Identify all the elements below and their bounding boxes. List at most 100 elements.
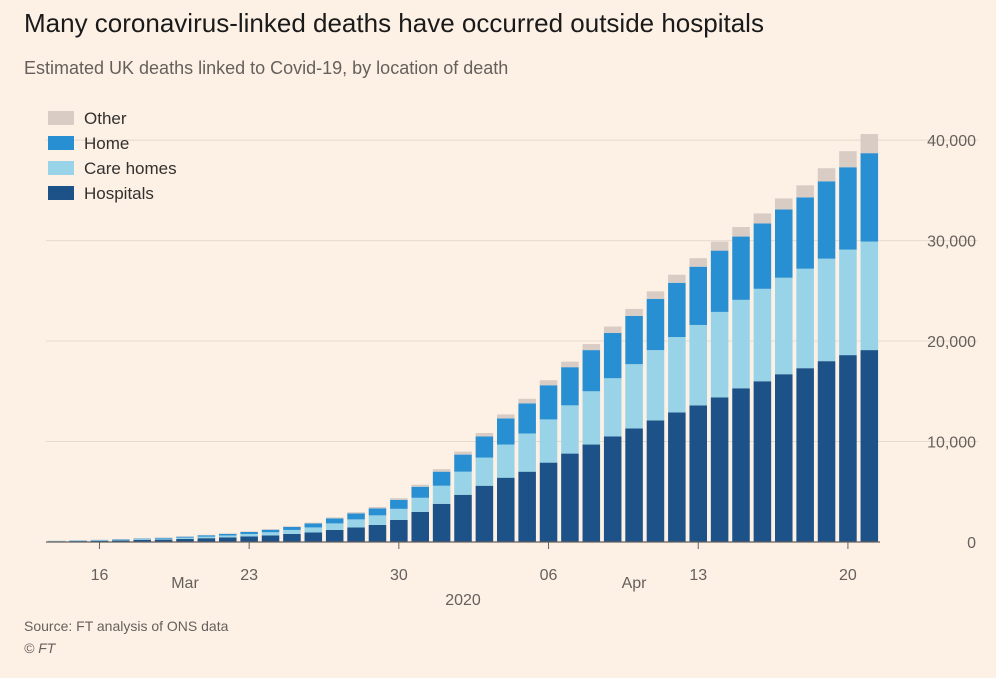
bar-segment-home	[325, 518, 344, 524]
bar-segment-other	[689, 258, 707, 267]
bar-segment-hospitals	[753, 381, 772, 542]
chart-title: Many coronavirus-linked deaths have occu…	[24, 8, 764, 38]
bar-segment-other	[796, 185, 814, 198]
bar-segment-care-homes	[176, 537, 194, 539]
bar-segment-care-homes	[325, 523, 344, 530]
source-note: Source: FT analysis of ONS data	[24, 618, 229, 634]
x-tick-label: 30	[390, 567, 408, 584]
bar-segment-other	[475, 432, 494, 437]
bar-segment-care-homes	[518, 433, 536, 472]
bar-segment-hospitals	[582, 444, 601, 542]
bar-segment-other	[368, 506, 387, 509]
bar-segment-other	[454, 451, 472, 455]
bar-segment-hospitals	[197, 538, 216, 542]
bar-segment-home	[775, 209, 793, 278]
bar-segment-hospitals	[454, 494, 472, 542]
bar-segment-care-homes	[732, 299, 750, 389]
x-tick-label: 20	[839, 567, 857, 584]
bar-segment-home	[475, 436, 494, 458]
bar-segment-care-homes	[753, 288, 772, 382]
legend-swatch	[48, 161, 74, 175]
bar-segment-care-homes	[454, 471, 472, 495]
bar-segment-hospitals	[539, 462, 558, 542]
bar-segment-other	[732, 227, 750, 237]
bar-segment-care-homes	[411, 497, 429, 512]
bar-segment-home	[219, 533, 237, 536]
bar-segment-other	[603, 326, 622, 334]
bar-segment-hospitals	[518, 471, 536, 542]
bar-segment-hospitals	[796, 368, 814, 542]
bar-segment-hospitals	[732, 388, 750, 542]
bar-segment-hospitals	[133, 539, 151, 542]
bar-segment-care-homes	[668, 337, 686, 413]
bar-segment-other	[325, 517, 344, 519]
bar-segment-care-homes	[219, 535, 237, 538]
bar-segment-other	[497, 414, 515, 419]
bar-segment-hospitals	[368, 524, 387, 542]
bar-segment-hospitals	[475, 485, 494, 542]
y-tick-label: 30,000	[927, 234, 976, 251]
x-tick-label: 06	[540, 567, 558, 584]
bar-segment-home	[154, 537, 173, 539]
legend-swatch	[48, 186, 74, 200]
bar-segment-other	[646, 291, 665, 299]
bar-segment-hospitals	[710, 397, 729, 542]
bar-segment-home	[283, 526, 301, 530]
bar-segment-other	[390, 498, 408, 500]
bar-segment-care-homes	[539, 419, 558, 463]
bar-segment-home	[860, 153, 879, 242]
bar-segment-care-homes	[582, 391, 601, 445]
bar-segment-other	[219, 533, 237, 534]
bar-segment-care-homes	[432, 485, 451, 504]
bar-segment-other	[518, 398, 536, 404]
bar-segment-other	[411, 484, 429, 487]
bar-segment-care-homes	[304, 527, 323, 533]
bar-segment-home	[582, 350, 601, 392]
bar-segment-home	[347, 513, 365, 520]
legend-label: Other	[84, 109, 127, 128]
bar-segment-hospitals	[817, 361, 836, 542]
bar-segment-hospitals	[839, 355, 857, 542]
bar-segment-care-homes	[133, 539, 151, 540]
bar-segment-home	[689, 266, 707, 325]
x-tick-label: 23	[240, 567, 258, 584]
bar-segment-care-homes	[240, 533, 258, 537]
bar-segment-other	[582, 344, 601, 351]
bar-segment-hospitals	[219, 537, 237, 542]
bar-segment-hospitals	[90, 540, 109, 542]
bar-segment-home	[603, 333, 622, 379]
bar-segment-care-homes	[603, 378, 622, 437]
bar-segment-hospitals	[240, 536, 258, 542]
bar-segment-care-homes	[796, 268, 814, 369]
bar-segment-care-homes	[860, 241, 879, 351]
bar-segment-care-homes	[154, 538, 173, 540]
legend-label: Home	[84, 134, 129, 153]
bar-segment-home	[710, 250, 729, 312]
bar-segment-home	[497, 418, 515, 445]
bar-segment-care-homes	[347, 519, 365, 528]
bar-segment-hospitals	[625, 428, 643, 542]
bar-segment-hospitals	[347, 527, 365, 542]
bar-segment-home	[625, 315, 643, 365]
bar-segment-other	[432, 469, 451, 472]
bar-segment-care-homes	[368, 515, 387, 525]
legend-swatch	[48, 136, 74, 150]
bar-segment-other	[347, 512, 365, 514]
year-label: 2020	[445, 592, 481, 609]
bar-segment-other	[860, 134, 879, 154]
bar-segment-home	[411, 486, 429, 498]
bar-segment-other	[668, 274, 686, 283]
bar-segment-home	[561, 367, 579, 406]
bar-segment-other	[240, 531, 258, 532]
bar-segment-hospitals	[860, 350, 879, 542]
bar-segment-hospitals	[283, 533, 301, 542]
bar-segment-hospitals	[154, 539, 173, 542]
bar-segment-home	[304, 523, 323, 528]
x-tick-label: 13	[689, 567, 707, 584]
bar-segment-other	[839, 151, 857, 168]
bar-segment-hospitals	[390, 519, 408, 542]
bar-segment-care-homes	[561, 405, 579, 454]
bar-segment-home	[796, 197, 814, 269]
bar-segment-hospitals	[432, 503, 451, 542]
bar-segment-hospitals	[411, 511, 429, 542]
